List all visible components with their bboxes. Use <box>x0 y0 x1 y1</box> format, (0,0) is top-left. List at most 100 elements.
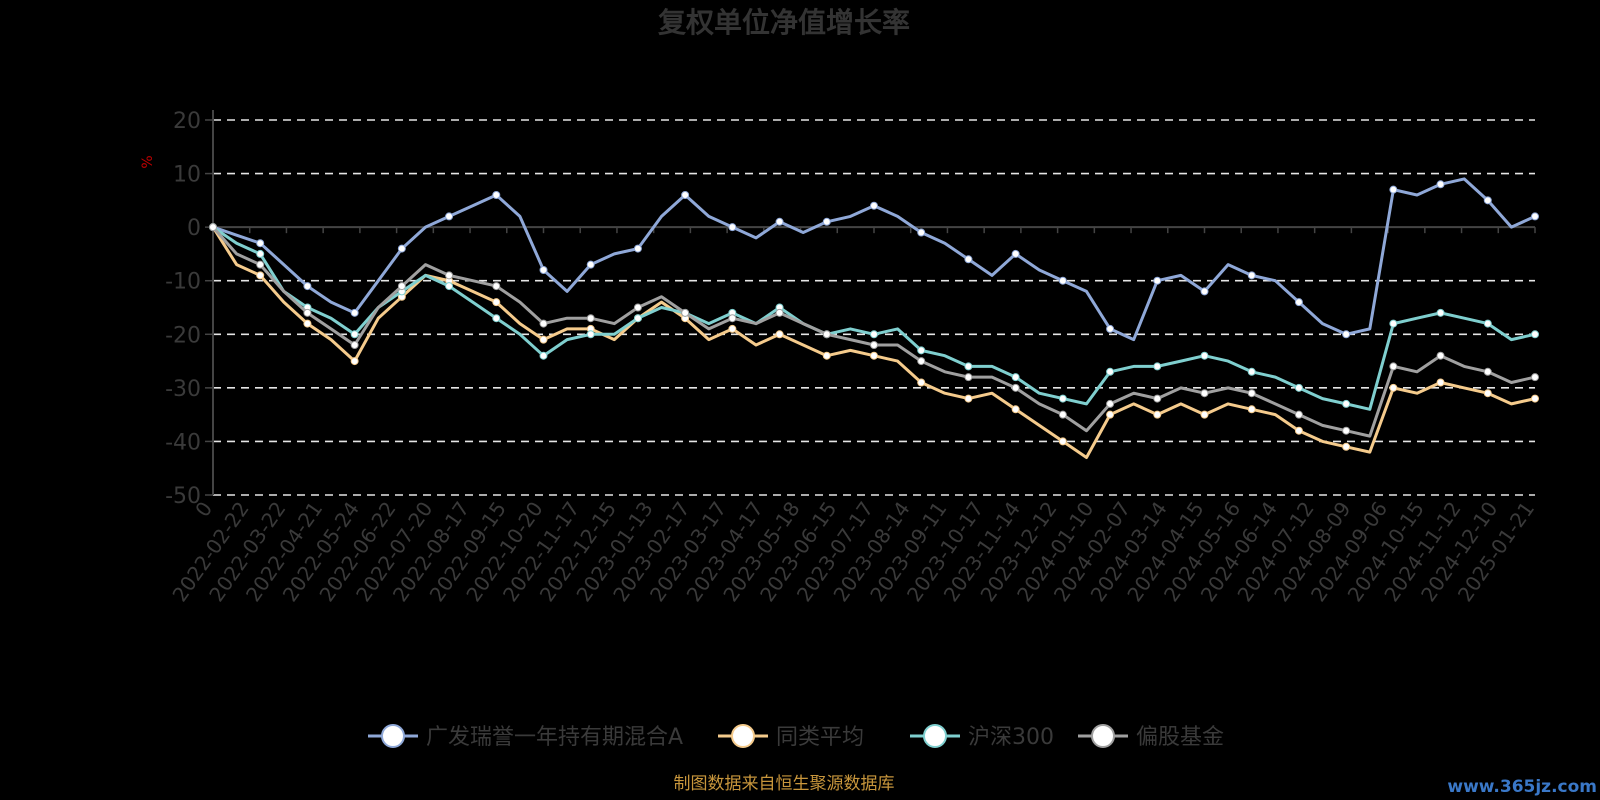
data-point <box>256 249 265 258</box>
legend-label: 广发瑞誉一年持有期混合A <box>426 725 683 750</box>
legend-item[interactable]: 广发瑞誉一年持有期混合A <box>368 724 683 750</box>
y-tick-label: 20 <box>173 109 201 134</box>
data-point <box>1247 389 1256 398</box>
data-point <box>1531 373 1539 382</box>
data-point <box>1011 405 1020 414</box>
data-point <box>1153 410 1162 419</box>
data-point <box>1247 271 1256 280</box>
data-point <box>633 303 642 312</box>
data-point <box>870 341 878 349</box>
data-point <box>1342 442 1351 451</box>
data-point <box>350 341 359 349</box>
data-point <box>1200 287 1209 296</box>
data-point <box>1247 367 1256 376</box>
chart-title: 复权单位净值增长率 <box>658 6 910 39</box>
legend-marker-icon <box>381 724 405 748</box>
data-point <box>964 373 973 382</box>
data-point <box>1483 367 1492 376</box>
x-tick-label: 0 <box>190 497 217 521</box>
data-point <box>1342 399 1351 408</box>
x-tick-layer: 02022-02-222022-03-222022-04-212022-05-2… <box>167 227 1539 606</box>
data-point <box>303 282 312 291</box>
data-point <box>1153 276 1162 285</box>
data-point <box>1389 319 1398 328</box>
y-tick-label: -50 <box>165 484 201 509</box>
data-point <box>1294 383 1303 392</box>
data-point <box>728 324 737 333</box>
grid-layer <box>213 119 1535 496</box>
series-group <box>209 223 1539 459</box>
data-point <box>350 330 359 339</box>
data-point <box>397 244 406 253</box>
data-point <box>1153 394 1162 403</box>
data-point <box>1531 330 1539 339</box>
data-point <box>775 330 784 339</box>
data-source-footer: 制图数据来自恒生聚源数据库 <box>674 774 895 794</box>
data-point <box>1106 367 1115 376</box>
data-point <box>1200 351 1209 360</box>
series-layer <box>209 177 1539 459</box>
data-point <box>1483 196 1492 205</box>
y-tick-label: 10 <box>173 163 201 188</box>
data-point <box>256 239 265 248</box>
legend-item[interactable]: 沪深300 <box>910 724 1054 750</box>
data-point <box>397 282 406 291</box>
data-point <box>681 308 690 317</box>
y-tick-layer: 20 10 0 -10 -20 -30 -40 -50 <box>165 109 214 509</box>
legend: 广发瑞誉一年持有期混合A 同类平均 沪深300 偏股基金 <box>368 724 1224 750</box>
data-point <box>870 201 878 210</box>
data-point <box>964 362 973 371</box>
data-point <box>303 319 312 328</box>
y-tick-label: -10 <box>165 270 201 295</box>
data-point <box>1294 298 1303 307</box>
data-point <box>917 378 926 387</box>
legend-item[interactable]: 偏股基金 <box>1078 724 1224 750</box>
data-point <box>1153 362 1162 371</box>
data-point <box>1342 426 1351 435</box>
data-point <box>1436 180 1445 189</box>
data-point <box>870 351 878 360</box>
legend-item[interactable]: 同类平均 <box>718 724 864 750</box>
legend-marker-icon <box>923 724 947 748</box>
data-point <box>681 191 690 199</box>
data-point <box>775 308 784 317</box>
data-point <box>303 308 312 317</box>
data-point <box>1483 319 1492 328</box>
data-point <box>728 223 737 232</box>
y-tick-label: 0 <box>187 216 201 241</box>
data-point <box>917 346 926 355</box>
data-point <box>586 330 595 339</box>
data-point <box>445 212 454 221</box>
data-point <box>1294 426 1303 435</box>
data-point <box>586 260 595 269</box>
data-point <box>1058 276 1067 285</box>
data-point <box>350 308 359 317</box>
data-point <box>1531 394 1539 403</box>
data-point <box>1436 308 1445 317</box>
series-group <box>209 177 1539 342</box>
data-point <box>1200 410 1209 419</box>
data-point <box>1436 378 1445 387</box>
data-point <box>633 244 642 253</box>
data-point <box>822 330 831 339</box>
data-point <box>1247 405 1256 414</box>
data-point <box>445 282 454 291</box>
data-point <box>1389 362 1398 371</box>
y-axis-unit-label: % <box>140 155 156 168</box>
data-point <box>822 217 831 226</box>
data-point <box>1342 330 1351 339</box>
data-point <box>586 314 595 323</box>
data-point <box>1058 410 1067 419</box>
legend-label: 偏股基金 <box>1136 725 1224 750</box>
data-point <box>1294 410 1303 419</box>
data-point <box>1011 249 1020 258</box>
data-point <box>256 271 265 280</box>
data-point <box>822 351 831 360</box>
data-point <box>492 191 501 199</box>
watermark: www.365jz.com <box>1447 777 1597 797</box>
data-point <box>492 282 501 291</box>
data-point <box>633 314 642 323</box>
data-point <box>1106 399 1115 408</box>
data-point <box>1531 212 1539 221</box>
data-point <box>209 223 217 232</box>
